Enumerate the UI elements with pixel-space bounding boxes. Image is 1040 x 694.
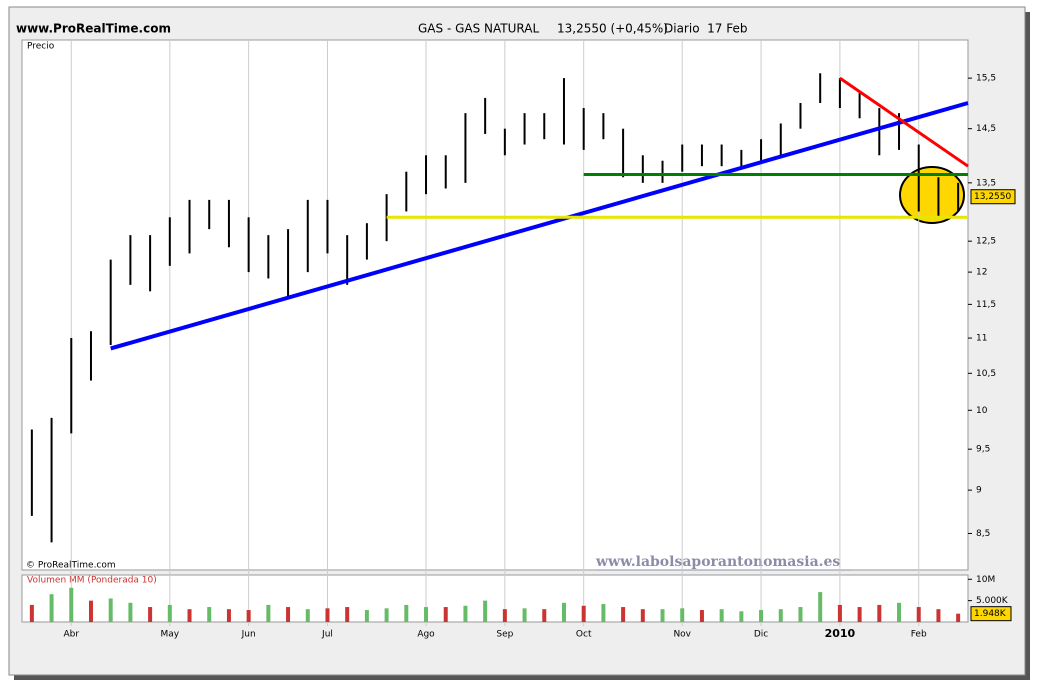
volume-bar: [207, 607, 212, 622]
x-tick-label: Dic: [754, 630, 768, 640]
trendline: [110, 101, 969, 351]
volume-panel: [21, 574, 969, 623]
volume-bar: [502, 609, 507, 622]
volume-bar: [897, 602, 902, 622]
volume-bar: [778, 609, 783, 622]
volume-bar: [128, 602, 133, 622]
volume-bar: [305, 609, 310, 622]
volume-bar: [719, 609, 724, 622]
volume-bar: [837, 604, 842, 622]
volume-bar: [936, 609, 941, 622]
volume-bar: [49, 594, 54, 622]
volume-bar: [443, 607, 448, 622]
volume-bar: [739, 611, 744, 622]
volume-bar: [108, 598, 113, 622]
y-tick-label: 10: [976, 406, 988, 416]
volume-bar: [660, 609, 665, 622]
volume-bar: [916, 607, 921, 622]
volume-bar: [759, 610, 764, 622]
x-tick-label: 2010: [825, 627, 856, 640]
volume-bar: [483, 600, 488, 622]
volume-bar: [325, 608, 330, 622]
last-volume-label: 1.948K: [974, 609, 1007, 619]
volume-bar: [246, 610, 251, 622]
x-tick-label: Abr: [63, 630, 79, 640]
last-volume-box: [970, 606, 1012, 622]
volume-bar: [266, 604, 271, 622]
chart-title: GAS - GAS NATURAL: [418, 22, 539, 36]
x-tick-label: Oct: [576, 630, 592, 640]
volume-bar: [69, 587, 74, 622]
y-tick-label: 8,5: [976, 529, 990, 539]
volume-bar: [384, 608, 389, 622]
highlight-circle: [899, 166, 965, 224]
y-tick-label: 14,5: [976, 124, 996, 134]
volume-bar: [286, 607, 291, 622]
volume-bar: [542, 609, 547, 622]
y-tick-label: 10,5: [976, 369, 996, 379]
volume-tick-label: 5.000K: [976, 596, 1009, 606]
y-tick-label: 15,5: [976, 74, 996, 84]
volume-bar: [956, 613, 961, 622]
watermark: www.labolsaporantonomasia.es: [595, 554, 840, 570]
x-tick-label: Jun: [241, 630, 256, 640]
period: Diario 17 Feb: [664, 22, 748, 36]
volume-bar: [404, 604, 409, 622]
volume-bar: [226, 609, 231, 622]
panel-label: Precio: [27, 42, 55, 52]
trendline: [839, 76, 969, 168]
volume-bar: [640, 609, 645, 622]
y-tick-label: 11: [976, 334, 987, 344]
volume-bar: [798, 607, 803, 622]
volume-bar: [364, 610, 369, 622]
volume-bar: [877, 604, 882, 622]
quote: 13,2550 (+0,45%): [557, 22, 668, 36]
volume-bar: [29, 604, 34, 622]
y-tick-label: 9: [976, 486, 982, 496]
x-tick-label: Nov: [673, 630, 691, 640]
site: www.ProRealTime.com: [16, 22, 171, 36]
volume-bar: [680, 608, 685, 622]
x-tick-label: Sep: [496, 630, 513, 640]
volume-tick-label: 10M: [976, 575, 995, 585]
volume-bar: [581, 605, 586, 622]
last-price-box: [970, 189, 1016, 205]
x-tick-label: Ago: [417, 630, 435, 640]
volume-bar: [699, 610, 704, 622]
y-tick-label: 12,5: [976, 237, 996, 247]
volume-bar: [345, 607, 350, 622]
y-tick-label: 11,5: [976, 300, 996, 310]
volume-bar: [601, 604, 606, 622]
x-tick-label: Jul: [321, 630, 333, 640]
y-tick-label: 9,5: [976, 445, 990, 455]
volume-bar: [167, 604, 172, 622]
x-tick-label: Feb: [911, 630, 927, 640]
x-tick-label: May: [161, 630, 180, 640]
price-panel: [21, 39, 969, 571]
y-tick-label: 12: [976, 268, 987, 278]
y-tick-label: 13,5: [976, 178, 996, 188]
volume-bar: [187, 609, 192, 622]
volume-bar: [561, 602, 566, 622]
last-price-label: 13,2550: [974, 192, 1011, 202]
volume-bar: [818, 592, 823, 622]
volume-bar: [621, 607, 626, 622]
volume-label: Volumen MM (Ponderada 10): [27, 576, 157, 586]
volume-bar: [522, 608, 527, 622]
volume-bar: [463, 605, 468, 622]
volume-bar: [857, 607, 862, 622]
volume-bar: [424, 607, 429, 622]
volume-bar: [88, 600, 93, 622]
volume-bar: [148, 607, 153, 622]
